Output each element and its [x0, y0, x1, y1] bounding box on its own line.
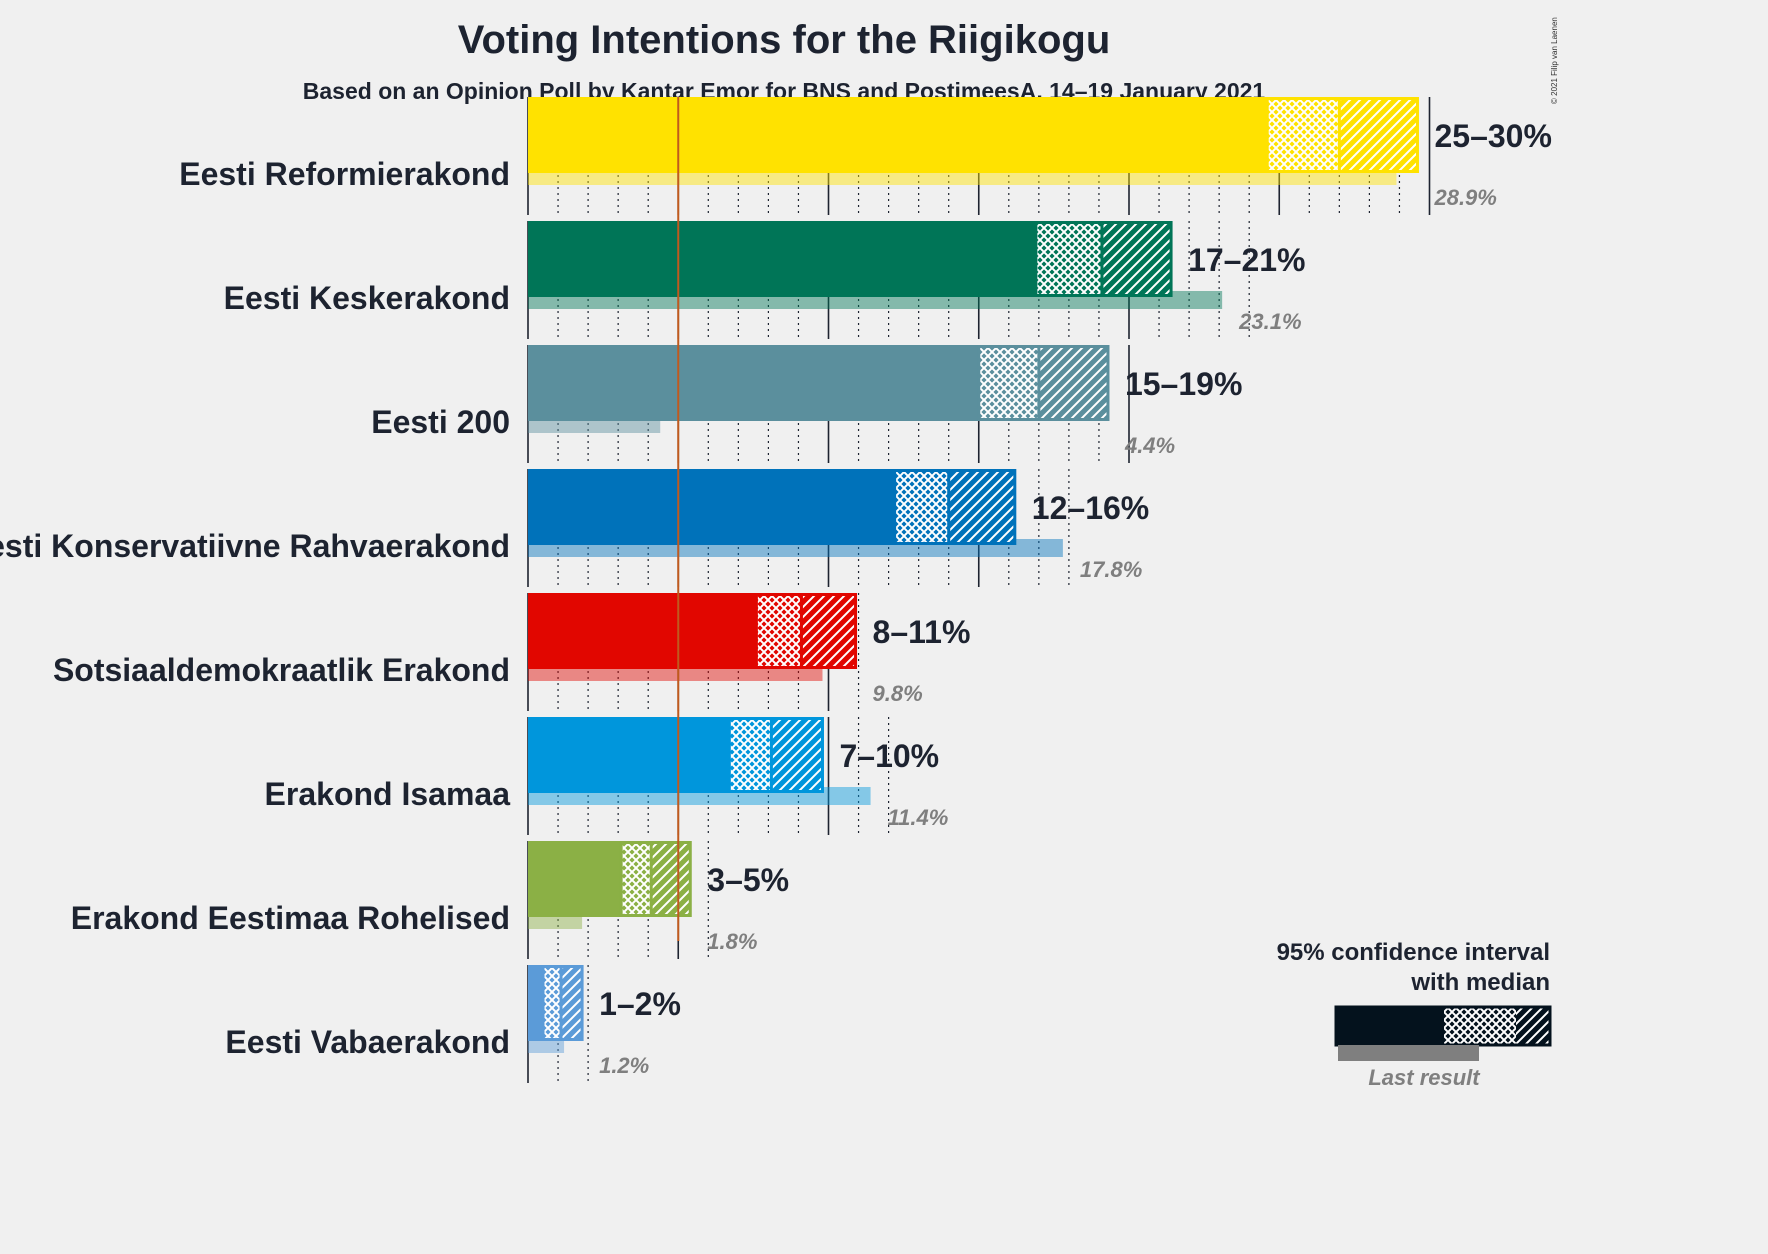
- last-result-label: 1.8%: [707, 929, 757, 954]
- ci-lower-hatch: [1035, 221, 1102, 297]
- ci-outline: [893, 469, 1017, 545]
- ci-upper-hatch: [1101, 221, 1172, 297]
- party-name-label: Erakond Isamaa: [265, 776, 511, 812]
- ci-solid-bar: [528, 221, 1036, 297]
- ci-solid-bar: [528, 469, 895, 545]
- last-result-label: 17.8%: [1080, 557, 1142, 582]
- ci-lower-hatch: [621, 841, 652, 917]
- party-name-label: Eesti Konservatiivne Rahvaerakond: [0, 528, 510, 564]
- range-label: 1–2%: [599, 986, 681, 1022]
- legend: 95% confidence interval with median Last…: [1277, 939, 1552, 1090]
- ci-solid-bar: [528, 97, 1268, 173]
- bars: [528, 97, 1419, 1053]
- chart-plot: Eesti Reformierakond 25–30% 28.9% Eesti Kes…: [0, 97, 1552, 1090]
- last-result-label: 4.4%: [1124, 433, 1175, 458]
- range-label: 15–19%: [1125, 366, 1242, 402]
- range-label: 8–11%: [873, 614, 971, 650]
- range-label: 12–16%: [1032, 490, 1149, 526]
- legend-line-2: with median: [1410, 969, 1550, 996]
- legend-line-1: 95% confidence interval: [1277, 939, 1550, 966]
- last-result-label: 9.8%: [873, 681, 923, 706]
- legend-last-result: Last result: [1368, 1065, 1481, 1090]
- ci-outline: [977, 345, 1110, 421]
- ci-outline: [727, 717, 824, 793]
- party-name-label: Eesti 200: [371, 404, 510, 440]
- last-result-label: 1.2%: [599, 1053, 649, 1078]
- ci-outline: [619, 841, 692, 917]
- ci-outline: [1265, 97, 1419, 173]
- last-result-label: 11.4%: [888, 805, 949, 830]
- party-name-label: Erakond Eestimaa Rohelised: [71, 900, 510, 936]
- legend-diag: [1516, 1007, 1550, 1045]
- ci-upper-hatch: [651, 841, 691, 917]
- ci-solid-bar: [528, 841, 622, 917]
- legend-cross: [1444, 1007, 1516, 1045]
- last-result-label: 28.9%: [1433, 185, 1496, 210]
- legend-last-bar: [1338, 1045, 1479, 1061]
- party-name-label: Eesti Vabaerakond: [225, 1024, 510, 1060]
- ci-solid-bar: [528, 965, 544, 1041]
- ci-outline: [541, 965, 584, 1041]
- ci-upper-hatch: [1038, 345, 1108, 421]
- range-label: 17–21%: [1188, 242, 1305, 278]
- ci-lower-hatch: [756, 593, 802, 669]
- chart-title: Voting Intentions for the Riigikogu: [457, 18, 1111, 62]
- ci-upper-hatch: [771, 717, 823, 793]
- range-label: 3–5%: [707, 862, 789, 898]
- party-name-label: Sotsiaaldemokraatlik Erakond: [53, 652, 510, 688]
- party-name-label: Eesti Keskerakond: [224, 280, 510, 316]
- ci-upper-hatch: [561, 965, 583, 1041]
- ci-upper-hatch: [1339, 97, 1418, 173]
- labels: Eesti Reformierakond 25–30% 28.9% Eesti Kes…: [0, 118, 1552, 1078]
- range-label: 7–10%: [839, 738, 939, 774]
- ci-upper-hatch: [948, 469, 1015, 545]
- ci-outline: [754, 593, 858, 669]
- last-result-label: 23.1%: [1238, 309, 1301, 334]
- ci-lower-hatch: [1267, 97, 1340, 173]
- ci-lower-hatch: [729, 717, 772, 793]
- ci-lower-hatch: [894, 469, 949, 545]
- ci-lower-hatch: [978, 345, 1039, 421]
- ci-solid-bar: [528, 345, 979, 421]
- range-label: 25–30%: [1434, 118, 1551, 154]
- ci-lower-hatch: [543, 965, 562, 1041]
- ci-solid-bar: [528, 593, 757, 669]
- ci-solid-bar: [528, 717, 730, 793]
- ci-upper-hatch: [801, 593, 856, 669]
- legend-solid: [1336, 1007, 1444, 1045]
- party-name-label: Eesti Reformierakond: [179, 156, 510, 192]
- ci-outline: [1034, 221, 1173, 297]
